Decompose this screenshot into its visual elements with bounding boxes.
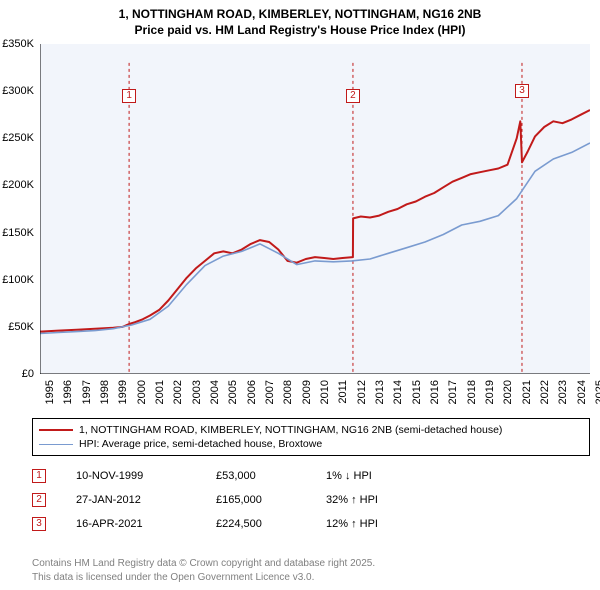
event-marker-icon: 3 <box>32 517 46 531</box>
chart-container: 1, NOTTINGHAM ROAD, KIMBERLEY, NOTTINGHA… <box>0 0 600 590</box>
x-tick-label: 2004 <box>209 380 221 404</box>
event-pct: 1% ↓ HPI <box>326 470 436 482</box>
event-date: 16-APR-2021 <box>76 518 186 530</box>
credits-line-2: This data is licensed under the Open Gov… <box>32 571 375 585</box>
y-tick-label: £50K <box>8 321 34 333</box>
x-tick-label: 1996 <box>62 380 74 404</box>
credits: Contains HM Land Registry data © Crown c… <box>32 557 375 584</box>
event-date: 27-JAN-2012 <box>76 494 186 506</box>
x-tick-label: 1995 <box>44 380 56 404</box>
x-tick-label: 2016 <box>429 380 441 404</box>
y-tick-label: £0 <box>22 368 34 380</box>
x-tick-label: 2023 <box>557 380 569 404</box>
x-tick-label: 2018 <box>466 380 478 404</box>
event-price: £53,000 <box>216 470 296 482</box>
title-block: 1, NOTTINGHAM ROAD, KIMBERLEY, NOTTINGHA… <box>0 0 600 38</box>
legend-swatch <box>39 444 73 445</box>
x-tick-label: 2024 <box>576 380 588 404</box>
x-tick-label: 2022 <box>539 380 551 404</box>
x-tick-label: 2000 <box>136 380 148 404</box>
x-tick-label: 2025 <box>594 380 600 404</box>
x-tick-label: 2019 <box>484 380 496 404</box>
x-tick-label: 2010 <box>319 380 331 404</box>
event-marker-icon: 1 <box>32 469 46 483</box>
y-tick-label: £150K <box>2 227 34 239</box>
y-tick-label: £100K <box>2 274 34 286</box>
x-tick-label: 2003 <box>191 380 203 404</box>
chart-area: £0£50K£100K£150K£200K£250K£300K£350K 199… <box>40 44 590 374</box>
x-tick-label: 2006 <box>246 380 258 404</box>
event-row: 2 27-JAN-2012 £165,000 32% ↑ HPI <box>32 488 590 512</box>
title-line-2: Price paid vs. HM Land Registry's House … <box>0 22 600 38</box>
x-tick-label: 2015 <box>411 380 423 404</box>
x-tick-label: 2009 <box>301 380 313 404</box>
event-pct: 32% ↑ HPI <box>326 494 436 506</box>
event-row: 1 10-NOV-1999 £53,000 1% ↓ HPI <box>32 464 590 488</box>
x-tick-label: 2001 <box>154 380 166 404</box>
event-date: 10-NOV-1999 <box>76 470 186 482</box>
x-tick-label: 1998 <box>99 380 111 404</box>
event-marker-3: 3 <box>515 84 529 98</box>
legend-item: 1, NOTTINGHAM ROAD, KIMBERLEY, NOTTINGHA… <box>39 423 583 437</box>
events-table: 1 10-NOV-1999 £53,000 1% ↓ HPI 2 27-JAN-2012 £… <box>32 464 590 536</box>
x-tick-label: 2014 <box>392 380 404 404</box>
x-tick-label: 1999 <box>117 380 129 404</box>
legend-label: HPI: Average price, semi-detached house,… <box>79 438 322 450</box>
x-tick-label: 2013 <box>374 380 386 404</box>
event-row: 3 16-APR-2021 £224,500 12% ↑ HPI <box>32 512 590 536</box>
x-tick-label: 2002 <box>172 380 184 404</box>
x-tick-label: 2011 <box>337 380 349 404</box>
event-marker-icon: 2 <box>32 493 46 507</box>
x-tick-label: 2012 <box>356 380 368 404</box>
event-marker-1: 1 <box>122 89 136 103</box>
event-price: £224,500 <box>216 518 296 530</box>
x-tick-label: 2005 <box>227 380 239 404</box>
x-tick-label: 2017 <box>447 380 459 404</box>
y-tick-label: £300K <box>2 85 34 97</box>
y-tick-label: £350K <box>2 38 34 50</box>
x-tick-label: 2021 <box>521 380 533 404</box>
event-price: £165,000 <box>216 494 296 506</box>
x-tick-label: 2020 <box>502 380 514 404</box>
legend-item: HPI: Average price, semi-detached house,… <box>39 437 583 451</box>
legend-swatch <box>39 429 73 431</box>
legend: 1, NOTTINGHAM ROAD, KIMBERLEY, NOTTINGHA… <box>32 418 590 456</box>
legend-label: 1, NOTTINGHAM ROAD, KIMBERLEY, NOTTINGHA… <box>79 424 502 436</box>
credits-line-1: Contains HM Land Registry data © Crown c… <box>32 557 375 571</box>
y-tick-label: £200K <box>2 179 34 191</box>
x-tick-label: 1997 <box>81 380 93 404</box>
title-line-1: 1, NOTTINGHAM ROAD, KIMBERLEY, NOTTINGHA… <box>0 6 600 22</box>
event-pct: 12% ↑ HPI <box>326 518 436 530</box>
event-marker-2: 2 <box>346 89 360 103</box>
x-tick-label: 2008 <box>282 380 294 404</box>
x-tick-label: 2007 <box>264 380 276 404</box>
y-tick-label: £250K <box>2 132 34 144</box>
